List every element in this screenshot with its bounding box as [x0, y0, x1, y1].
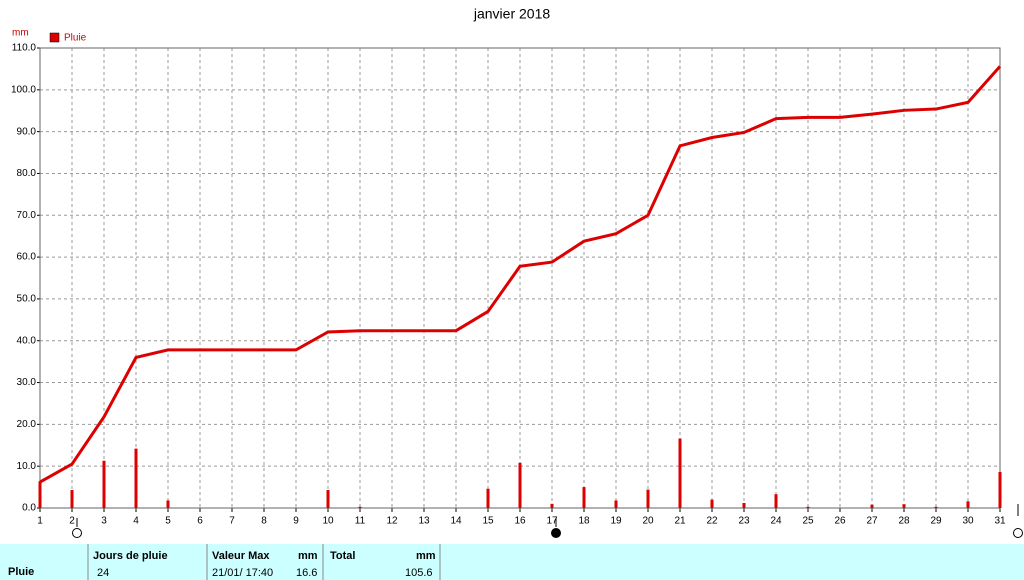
table-cell: 105.6: [405, 567, 433, 579]
x-tick-label: 16: [514, 516, 526, 527]
x-tick-label: 27: [866, 516, 878, 527]
x-tick-label: 9: [293, 516, 299, 527]
y-tick-label: 40.0: [17, 335, 37, 346]
line: [39, 65, 1002, 484]
bar: [326, 490, 330, 508]
x-tick-label: 6: [197, 516, 203, 527]
y-tick-label: 10.0: [17, 461, 37, 472]
table-row-label: Pluie: [8, 566, 34, 578]
bar: [710, 499, 714, 508]
x-tick-label: 17: [546, 516, 558, 527]
y-tick-label: 0.0: [22, 503, 36, 514]
x-tick-label: 23: [738, 516, 750, 527]
bar: [646, 489, 650, 508]
table-cell: 16.6: [296, 567, 317, 579]
bar: [518, 462, 522, 508]
bar: [70, 490, 74, 508]
x-tick-label: 5: [165, 516, 171, 527]
bar: [678, 438, 682, 508]
x-tick-label: 1: [37, 516, 43, 527]
x-tick-label: 2: [69, 516, 75, 527]
bar: [38, 481, 42, 508]
bar: [166, 500, 170, 508]
bar: [486, 488, 490, 508]
bar: [998, 472, 1002, 508]
x-tick-label: 4: [133, 516, 139, 527]
moon-phases: [72, 504, 1023, 538]
bar: [806, 506, 810, 508]
x-tick-label: 25: [802, 516, 814, 527]
x-tick-label: 13: [418, 516, 430, 527]
x-tick-label: 12: [386, 516, 398, 527]
x-tick-label: 3: [101, 516, 107, 527]
bar: [358, 506, 362, 508]
x-tick-label: 29: [930, 516, 942, 527]
bar: [102, 460, 106, 508]
y-tick-label: 60.0: [17, 252, 37, 263]
x-tick-label: 24: [770, 516, 782, 527]
y-tick-label: 80.0: [17, 168, 37, 179]
table-band: [0, 544, 1024, 580]
bar: [742, 502, 746, 508]
table-lines: [87, 544, 441, 580]
bar: [134, 448, 138, 508]
x-tick-label: 19: [610, 516, 622, 527]
y-tick-label: 70.0: [17, 210, 37, 221]
legend-label: Pluie: [64, 33, 87, 44]
y-tick-label: 100.0: [11, 84, 36, 95]
x-tick-label: 21: [674, 516, 686, 527]
x-tick-label: 15: [482, 516, 494, 527]
y-tick-label: 20.0: [17, 419, 37, 430]
bar: [966, 501, 970, 508]
table-header: mm: [416, 550, 436, 562]
chart-title: janvier 2018: [473, 6, 550, 22]
x-tick-label: 11: [355, 516, 366, 527]
table-header: Jours de pluie: [93, 550, 168, 562]
y-tick-label: 30.0: [17, 377, 37, 388]
bar: [902, 504, 906, 508]
x-tick-label: 8: [261, 516, 267, 527]
x-tick-label: 31: [994, 516, 1006, 527]
bar: [550, 503, 554, 508]
legend-swatch: [49, 32, 60, 43]
bar: [870, 504, 874, 508]
x-tick-label: 7: [229, 516, 235, 527]
table-cell: 24: [97, 567, 109, 579]
y-unit: mm: [12, 28, 29, 39]
bar: [614, 500, 618, 508]
bar: [582, 487, 586, 508]
x-tick-label: 30: [962, 516, 974, 527]
y-tick-label: 90.0: [17, 126, 37, 137]
x-tick-label: 18: [578, 516, 590, 527]
y-tick-label: 110.0: [12, 43, 37, 54]
x-tick-label: 22: [706, 516, 718, 527]
table-header: Total: [330, 550, 355, 562]
bar: [934, 506, 938, 508]
bar: [774, 494, 778, 508]
x-tick-label: 20: [642, 516, 654, 527]
table-cell: 21/01/ 17:40: [212, 567, 273, 579]
x-tick-label: 10: [322, 516, 334, 527]
table-header: mm: [298, 550, 318, 562]
x-tick-label: 26: [834, 516, 846, 527]
x-tick-label: 14: [450, 516, 462, 527]
y-tick-label: 50.0: [17, 294, 37, 305]
table-header: Valeur Max: [212, 550, 270, 562]
x-tick-label: 28: [898, 516, 910, 527]
